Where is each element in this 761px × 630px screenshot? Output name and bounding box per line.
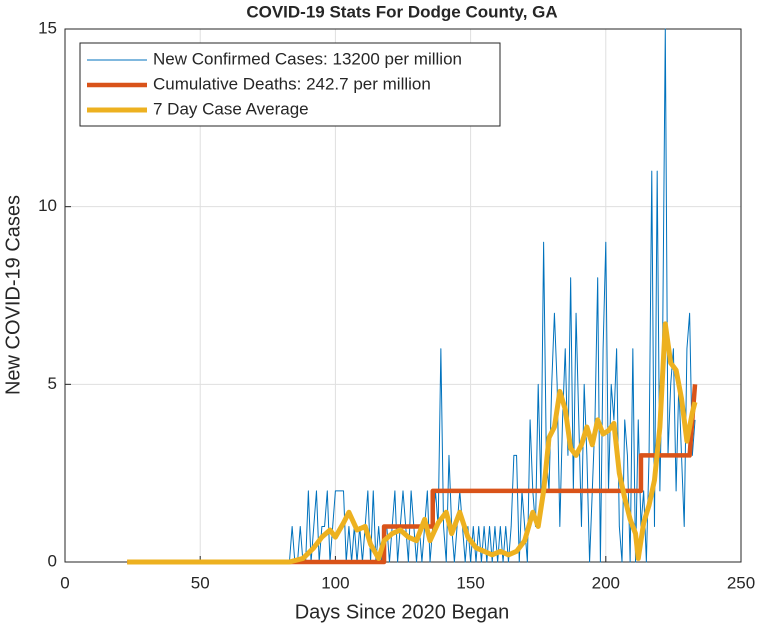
y-tick-label: 0	[48, 551, 57, 570]
y-tick-label: 15	[38, 18, 57, 37]
series-line	[127, 28, 696, 563]
series-line	[127, 321, 698, 565]
legend-label: Cumulative Deaths: 242.7 per million	[153, 74, 431, 93]
x-axis-label: Days Since 2020 Began	[295, 601, 510, 623]
y-tick-label: 5	[48, 374, 57, 393]
x-tick-label: 0	[60, 573, 69, 592]
chart-title: COVID-19 Stats For Dodge County, GA	[246, 2, 557, 21]
y-tick-label: 10	[38, 196, 57, 215]
x-tick-label: 250	[727, 573, 755, 592]
axes-box	[64, 28, 742, 563]
x-tick-label: 100	[321, 573, 349, 592]
x-tick-label: 150	[456, 573, 484, 592]
legend-label: 7 Day Case Average	[153, 99, 309, 118]
legend-box	[79, 42, 501, 127]
x-tick-label: 50	[191, 573, 210, 592]
x-tick-label: 200	[592, 573, 620, 592]
y-axis-label: New COVID-19 Cases	[2, 195, 24, 395]
legend-label: New Confirmed Cases: 13200 per million	[153, 49, 462, 68]
